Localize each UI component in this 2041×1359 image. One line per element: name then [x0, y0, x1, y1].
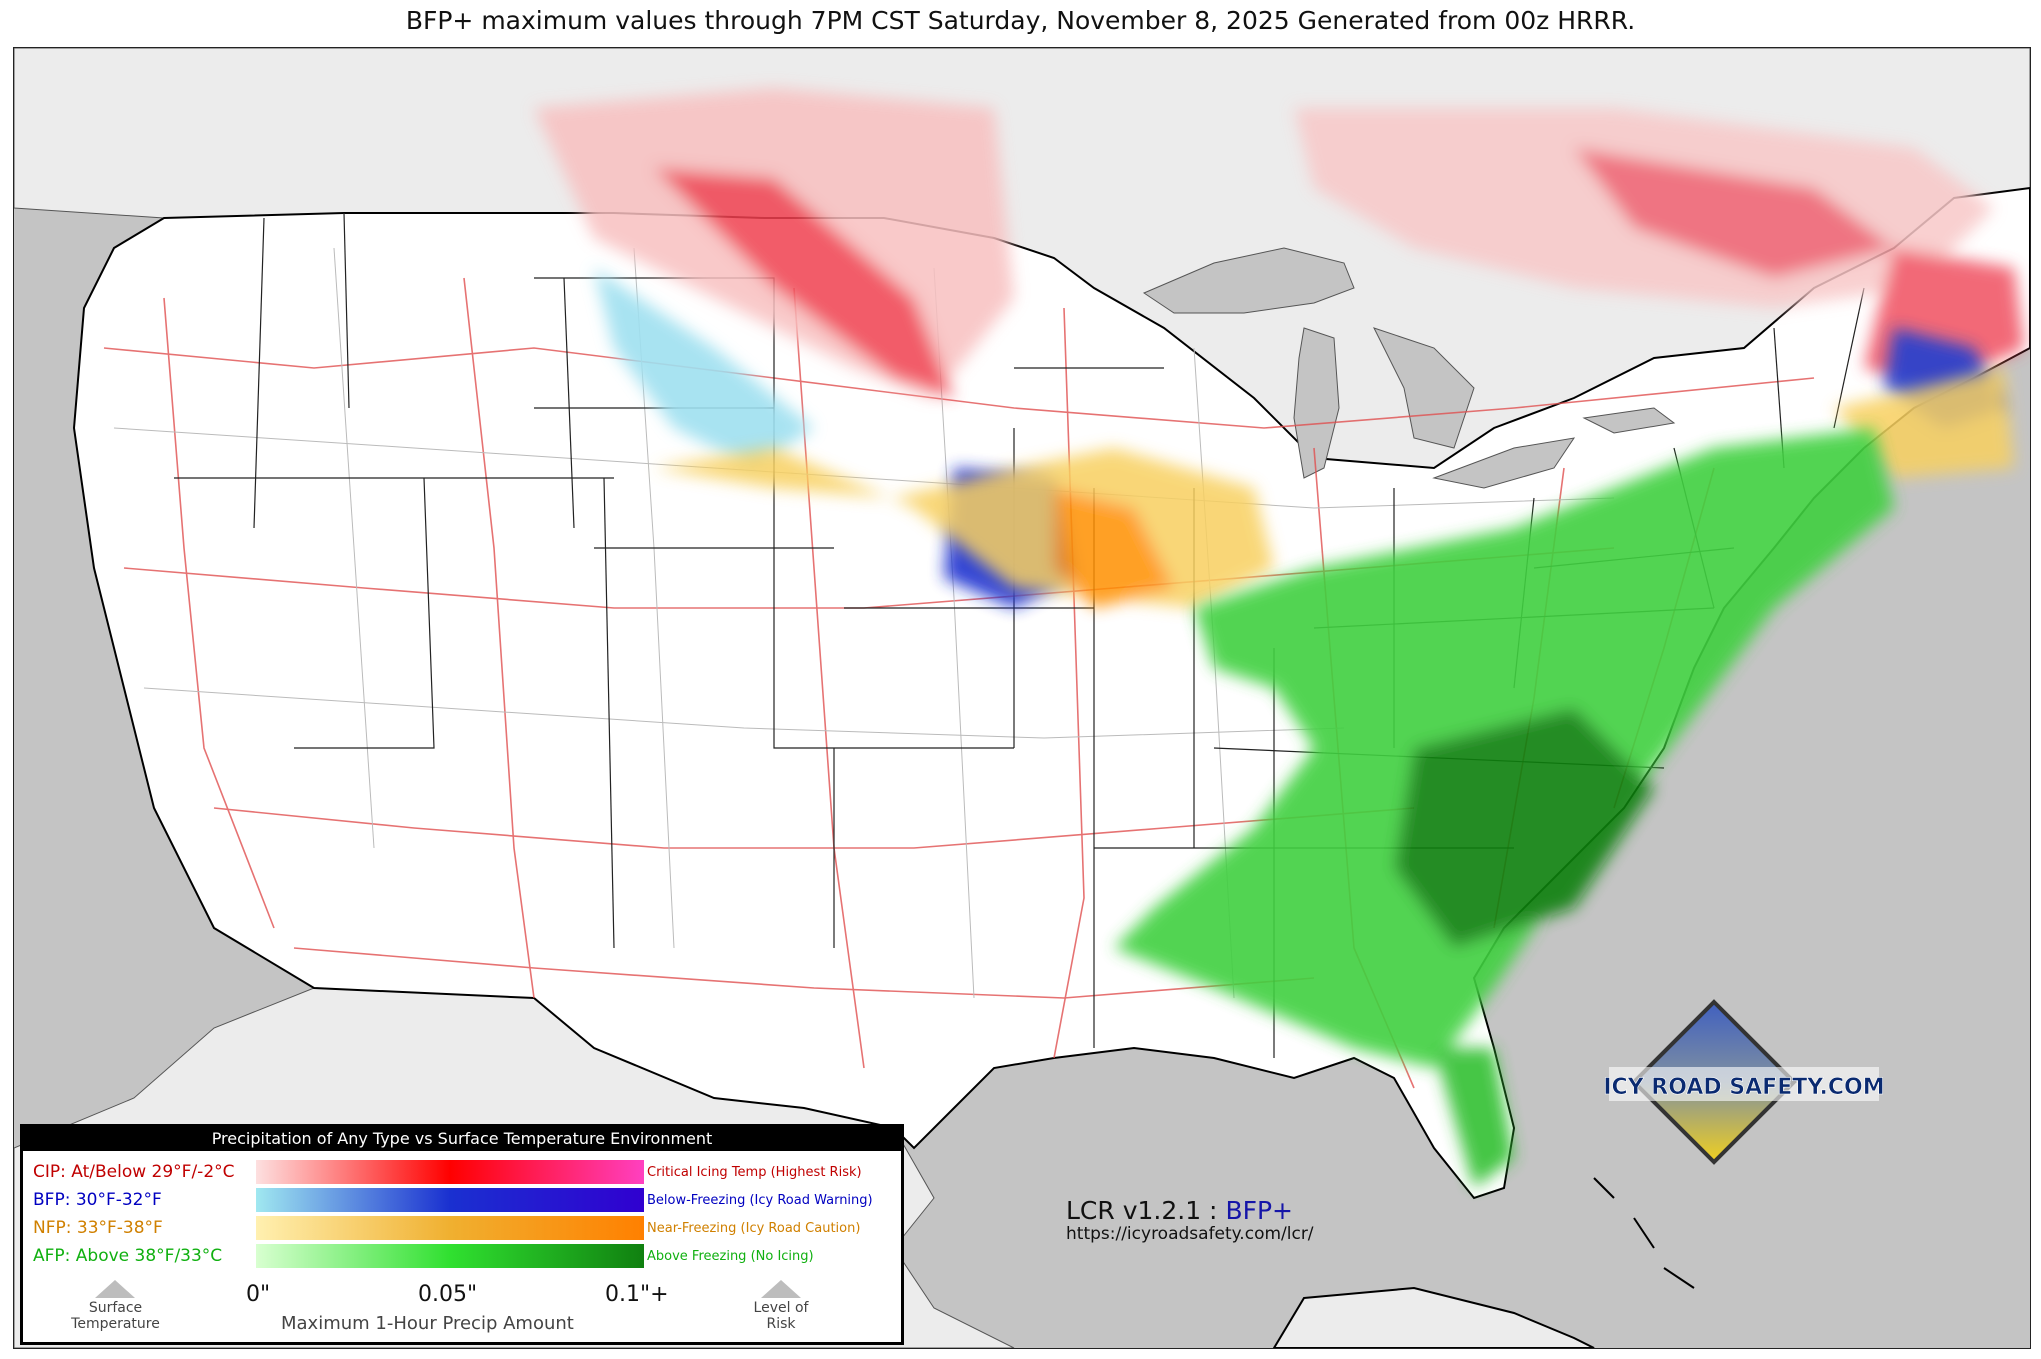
lake-ontario [1582, 407, 1676, 434]
lake-michigan [1293, 327, 1340, 479]
legend-bar-nfp [256, 1216, 644, 1240]
map-canvas[interactable] [13, 47, 2031, 1349]
legend-bar-afp [256, 1244, 644, 1268]
lake-superior [1142, 247, 1355, 314]
legend-label-bfp: BFP: 30°F-32°F [33, 1190, 162, 1210]
legend-desc-cip: Critical Icing Temp (Highest Risk) [647, 1165, 862, 1180]
legend-label-afp: AFP: Above 38°F/33°C [33, 1246, 223, 1266]
product-label: BFP+ [1225, 1196, 1293, 1225]
cuba-land [1272, 1286, 1595, 1348]
version-text: LCR v1.2.1 : [1066, 1196, 1218, 1225]
legend-label-nfp: NFP: 33°F-38°F [33, 1218, 163, 1238]
risk-level-arrow-icon [761, 1280, 801, 1298]
source-url[interactable]: https://icyroadsafety.com/lcr/ [1066, 1224, 1314, 1244]
legend-desc-nfp: Near-Freezing (Icy Road Caution) [647, 1221, 861, 1236]
lake-erie [1432, 437, 1576, 489]
map-svg [14, 48, 2030, 1348]
legend-bar-bfp [256, 1188, 644, 1212]
bahamas-islands [1593, 1177, 1695, 1289]
logo-text: ICY ROAD SAFETY.COM [1604, 1075, 1884, 1100]
legend-left-label: Surface Temperature [71, 1300, 160, 1332]
legend-axis-title: Maximum 1-Hour Precip Amount [281, 1313, 574, 1334]
precip-afp-east [1114, 428, 1894, 1188]
legend-right-label: Level of Risk [753, 1300, 809, 1332]
legend-tick-1: 0.05" [418, 1282, 478, 1307]
legend-panel: Precipitation of Any Type vs Surface Tem… [20, 1124, 904, 1345]
legend-header: Precipitation of Any Type vs Surface Tem… [23, 1127, 901, 1151]
precip-cip-north [534, 88, 2024, 398]
version-label: LCR v1.2.1 : BFP+ [1066, 1196, 1293, 1225]
legend-tick-2: 0.1"+ [605, 1282, 669, 1307]
legend-tick-0: 0" [246, 1282, 271, 1307]
icyroadsafety-logo: ICY ROAD SAFETY.COM [1604, 999, 1884, 1165]
legend-label-cip: CIP: At/Below 29°F/-2°C [33, 1162, 235, 1182]
legend-desc-bfp: Below-Freezing (Icy Road Warning) [647, 1193, 873, 1208]
surface-temp-arrow-icon [95, 1280, 135, 1298]
map-title: BFP+ maximum values through 7PM CST Satu… [405, 6, 1636, 35]
legend-desc-afp: Above Freezing (No Icing) [647, 1249, 814, 1264]
lake-huron [1373, 327, 1475, 449]
legend-bar-cip [256, 1160, 644, 1184]
